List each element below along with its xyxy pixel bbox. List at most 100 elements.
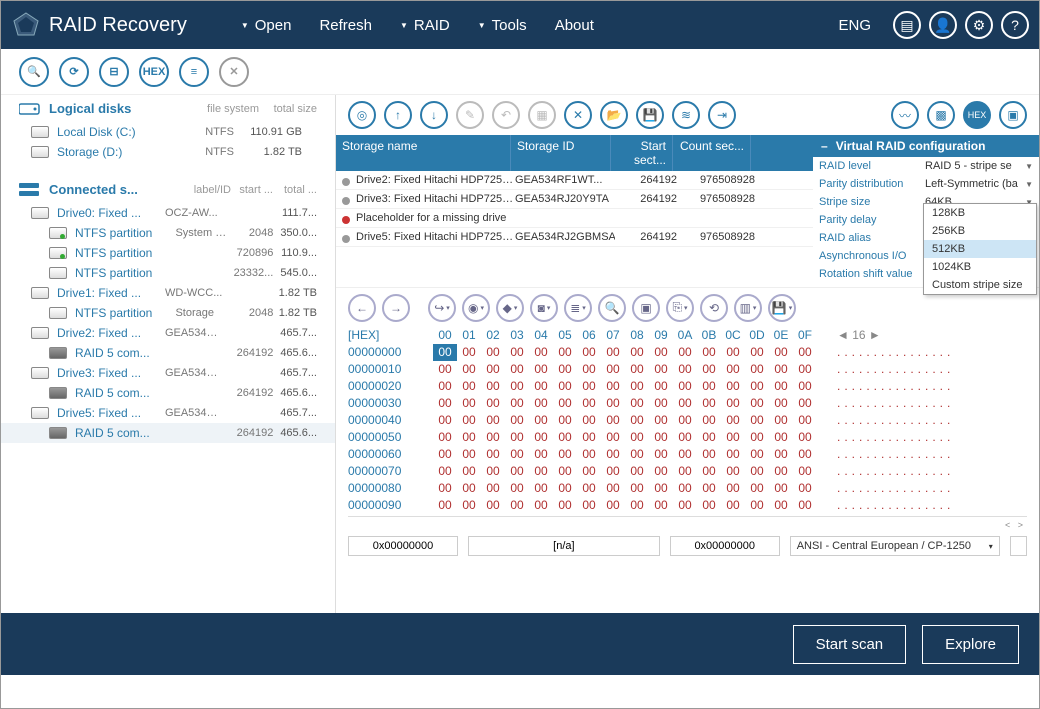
start-scan-button[interactable]: Start scan: [793, 625, 907, 664]
export-icon[interactable]: ⇥: [708, 101, 736, 129]
na-display[interactable]: [468, 536, 660, 556]
bookmark-icon[interactable]: ◉▾: [462, 294, 490, 322]
logical-disk-row[interactable]: Storage (D:)NTFS1.82 TB: [1, 142, 335, 162]
raid-config-row[interactable]: RAID levelRAID 5 - stripe se▼: [813, 157, 1039, 175]
connected-storage-row[interactable]: Drive5: Fixed ...GEA534R...465.7...: [1, 403, 335, 423]
app-logo-icon: [11, 10, 41, 40]
panel-icon[interactable]: ▣: [999, 101, 1027, 129]
hex-row[interactable]: 0000009000000000000000000000000000000000…: [348, 497, 1027, 514]
menu-tools[interactable]: ▼Tools: [464, 17, 541, 34]
dropdown-option[interactable]: 1024KB: [924, 258, 1036, 276]
connected-storage-row[interactable]: Drive3: Fixed ...GEA534R...465.7...: [1, 363, 335, 383]
connected-storage-row[interactable]: RAID 5 com...264192465.6...: [1, 383, 335, 403]
grid-icon[interactable]: ▦: [528, 101, 556, 129]
status-bar: ANSI - Central European / CP-1250▾: [336, 530, 1039, 562]
hex-row[interactable]: 0000007000000000000000000000000000000000…: [348, 463, 1027, 480]
hex-row[interactable]: 0000001000000000000000000000000000000000…: [348, 361, 1027, 378]
stripe-size-dropdown[interactable]: 128KB256KB512KB1024KBCustom stripe size …: [923, 203, 1037, 295]
capture-icon[interactable]: ◙▾: [530, 294, 558, 322]
target-icon[interactable]: ◎: [348, 101, 376, 129]
list-icon[interactable]: ≡: [179, 57, 209, 87]
offset-input-2[interactable]: [670, 536, 780, 556]
storage-table: Storage name Storage ID Start sect... Co…: [336, 135, 813, 283]
disk-icon[interactable]: ⊟: [99, 57, 129, 87]
menu-raid[interactable]: ▼RAID: [386, 17, 464, 34]
goto-icon[interactable]: ↪▾: [428, 294, 456, 322]
user-icon[interactable]: 👤: [929, 11, 957, 39]
hex-row[interactable]: 0000002000000000000000000000000000000000…: [348, 378, 1027, 395]
dropdown-option[interactable]: 512KB: [924, 240, 1036, 258]
tag-icon[interactable]: ◆▾: [496, 294, 524, 322]
save-icon[interactable]: 💾: [636, 101, 664, 129]
raid-config-title: –Virtual RAID configuration: [813, 135, 1039, 157]
hex-view-icon[interactable]: HEX: [963, 101, 991, 129]
chart-icon[interactable]: ▩: [927, 101, 955, 129]
action-bar: Start scan Explore: [1, 613, 1039, 675]
menu-about[interactable]: About: [541, 17, 608, 34]
connected-storage-row[interactable]: NTFS partition23332...545.0...: [1, 263, 335, 283]
storage-table-header: Storage name Storage ID Start sect... Co…: [336, 135, 813, 171]
dropdown-option[interactable]: Custom stripe size: [924, 276, 1036, 294]
language-selector[interactable]: ENG: [838, 17, 871, 34]
logical-disk-row[interactable]: Local Disk (C:)NTFS110.91 GB: [1, 122, 335, 142]
hex-row[interactable]: 0000005000000000000000000000000000000000…: [348, 429, 1027, 446]
reload-icon[interactable]: ⟲: [700, 294, 728, 322]
close-icon[interactable]: ✕: [219, 57, 249, 87]
hex-viewer[interactable]: [HEX] 000102030405060708090A0B0C0D0E0F ◄…: [336, 327, 1039, 530]
scan-icon[interactable]: 🔍: [19, 57, 49, 87]
connected-storages-label: Connected s...: [49, 182, 138, 197]
copy-icon[interactable]: ⎘▾: [666, 294, 694, 322]
move-down-icon[interactable]: ↓: [420, 101, 448, 129]
dropdown-option[interactable]: 256KB: [924, 222, 1036, 240]
connected-storage-row[interactable]: NTFS partition720896110.9...: [1, 243, 335, 263]
menu-refresh[interactable]: Refresh: [305, 17, 386, 34]
connected-storage-row[interactable]: Drive1: Fixed ...WD-WCC...1.82 TB: [1, 283, 335, 303]
edit-icon[interactable]: ✎: [456, 101, 484, 129]
connected-storage-row[interactable]: Drive2: Fixed ...GEA534R...465.7...: [1, 323, 335, 343]
settings-gear-icon[interactable]: ⚙: [965, 11, 993, 39]
activity-icon[interactable]: 〰: [891, 101, 919, 129]
move-up-icon[interactable]: ↑: [384, 101, 412, 129]
storage-row[interactable]: Placeholder for a missing drive: [336, 209, 813, 228]
help-icon[interactable]: ?: [1001, 11, 1029, 39]
raid-config-row[interactable]: Parity distributionLeft-Symmetric (ba▼: [813, 175, 1039, 193]
extra-box[interactable]: [1010, 536, 1027, 556]
storage-row[interactable]: Drive2: Fixed Hitachi HDP7250...GEA534RF…: [336, 171, 813, 190]
connected-storage-row[interactable]: NTFS partitionSystem R...2048350.0...: [1, 223, 335, 243]
dropdown-scroll[interactable]: ∧∨: [1038, 204, 1039, 294]
offset-input-1[interactable]: [348, 536, 458, 556]
menubar: RAID Recovery ▼OpenRefresh▼RAID▼ToolsAbo…: [1, 1, 1039, 49]
search-hex-icon[interactable]: 🔍: [598, 294, 626, 322]
main-toolbar: 🔍 ⟳ ⊟ HEX ≡ ✕: [1, 49, 1039, 95]
refresh-icon[interactable]: ⟳: [59, 57, 89, 87]
hex-row[interactable]: 0000000000000000000000000000000000000000…: [348, 344, 1027, 361]
connected-storage-row[interactable]: RAID 5 com...264192465.6...: [1, 423, 335, 443]
menu-open[interactable]: ▼Open: [227, 17, 306, 34]
remove-icon[interactable]: ✕: [564, 101, 592, 129]
undo-icon[interactable]: ↶: [492, 101, 520, 129]
connected-storage-row[interactable]: RAID 5 com...264192465.6...: [1, 343, 335, 363]
hex-row[interactable]: 0000006000000000000000000000000000000000…: [348, 446, 1027, 463]
storage-row[interactable]: Drive3: Fixed Hitachi HDP7250...GEA534RJ…: [336, 190, 813, 209]
nav-back-icon[interactable]: ←: [348, 294, 376, 322]
hex-row[interactable]: 0000008000000000000000000000000000000000…: [348, 480, 1027, 497]
hex-row[interactable]: 0000003000000000000000000000000000000000…: [348, 395, 1027, 412]
storage-row[interactable]: Drive5: Fixed Hitachi HDP7250...GEA534RJ…: [336, 228, 813, 247]
columns-icon[interactable]: ▥▾: [734, 294, 762, 322]
hex-row[interactable]: 0000004000000000000000000000000000000000…: [348, 412, 1027, 429]
hex-page-indicator[interactable]: ◄ 16 ►: [837, 327, 881, 344]
nav-forward-icon[interactable]: →: [382, 294, 410, 322]
connected-storage-row[interactable]: Drive0: Fixed ...OCZ-AW...111.7...: [1, 203, 335, 223]
explore-button[interactable]: Explore: [922, 625, 1019, 664]
news-icon[interactable]: ▤: [893, 11, 921, 39]
open-folder-icon[interactable]: 📂: [600, 101, 628, 129]
list-view-icon[interactable]: ≣▾: [564, 294, 592, 322]
hex-mode-icon[interactable]: HEX: [139, 57, 169, 87]
block-icon[interactable]: ▣: [632, 294, 660, 322]
connected-storage-row[interactable]: NTFS partitionStorage20481.82 TB: [1, 303, 335, 323]
save-hex-icon[interactable]: 💾▾: [768, 294, 796, 322]
layers-icon[interactable]: ≋: [672, 101, 700, 129]
hex-scrollbar[interactable]: < >: [348, 516, 1027, 530]
encoding-selector[interactable]: ANSI - Central European / CP-1250▾: [790, 536, 1000, 556]
dropdown-option[interactable]: 128KB: [924, 204, 1036, 222]
